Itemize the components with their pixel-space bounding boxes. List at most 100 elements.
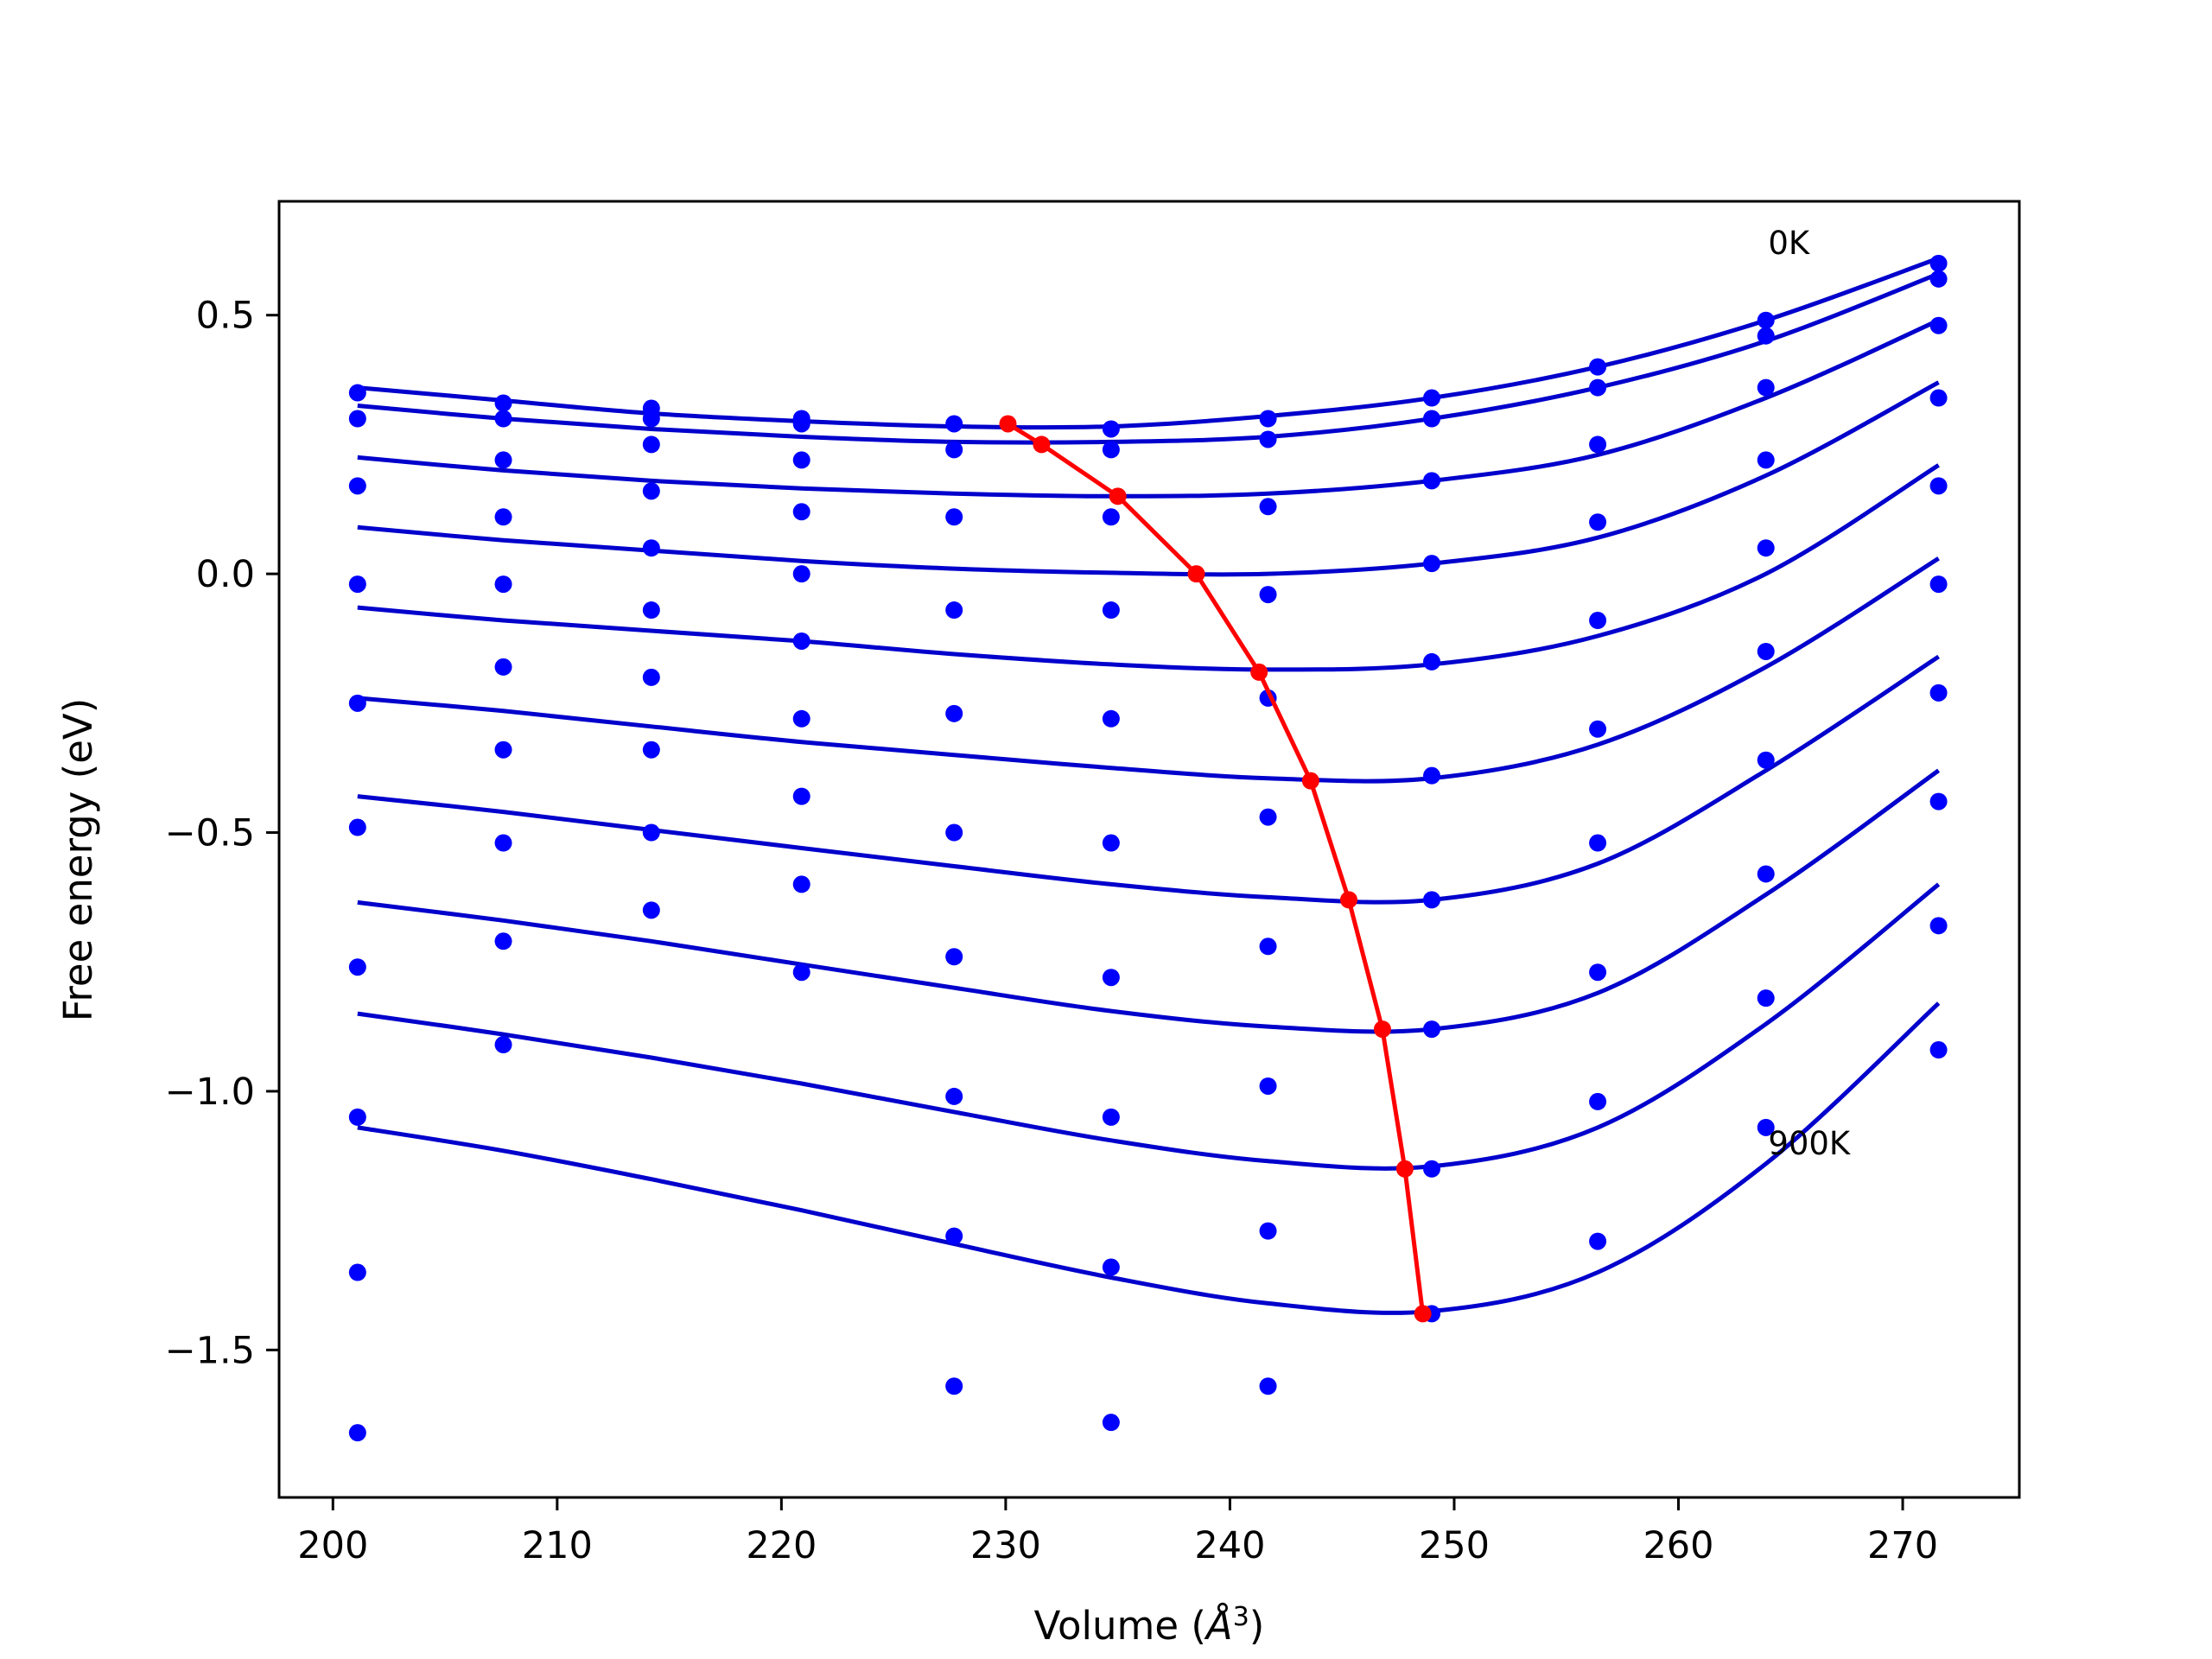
data-point-800K-6 [1259,1222,1277,1240]
data-point-100K-5 [1102,441,1120,459]
data-point-400K-10 [1929,477,1948,495]
data-point-900K-1 [494,1036,512,1054]
data-point-100K-10 [1929,270,1948,288]
data-point-900K-6 [1259,1377,1277,1395]
data-point-700K-8 [1589,963,1607,982]
data-point-900K-9 [1757,1118,1775,1136]
x-tick-label: 270 [1867,1524,1938,1567]
equilibrium-minima [999,415,1432,1323]
y-axis-label: Free energy (eV) [55,698,101,1021]
minima-point-2 [1109,487,1127,505]
data-point-600K-8 [1589,834,1607,852]
fit-curves [357,256,1941,1315]
y-tick-label: 0.5 [196,295,255,338]
minima-point-7 [1373,1020,1391,1039]
data-point-300K-0 [348,575,366,594]
data-point-900K-4 [945,1377,963,1395]
y-tick-label: −0.5 [165,812,255,855]
data-point-100K-9 [1757,327,1775,345]
data-point-900K-8 [1589,1232,1607,1250]
data-point-100K-6 [1259,430,1277,448]
data-point-600K-10 [1929,683,1948,702]
data-point-100K-4 [945,441,963,459]
y-tick-label: 0.0 [196,553,255,596]
minima-point-0 [999,415,1017,433]
data-point-800K-10 [1929,917,1948,935]
annotation-0k: 0K [1768,225,1811,262]
data-point-700K-7 [1423,1020,1441,1039]
data-point-200K-9 [1757,378,1775,397]
x-tick-label: 220 [746,1524,817,1567]
data-point-100K-3 [792,415,810,433]
data-point-500K-5 [1102,834,1120,852]
data-point-400K-7 [1423,652,1441,671]
data-point-500K-8 [1589,720,1607,738]
data-point-300K-2 [642,482,660,500]
data-point-800K-9 [1757,989,1775,1007]
data-point-800K-2 [642,823,660,842]
data-point-700K-1 [494,834,512,852]
data-point-700K-2 [642,741,660,759]
data-point-0K-1 [494,394,512,412]
data-point-0K-4 [945,415,963,433]
data-point-200K-5 [1102,508,1120,526]
data-point-600K-3 [792,709,810,728]
data-point-300K-6 [1259,586,1277,604]
data-point-200K-1 [494,451,512,469]
data-point-600K-0 [348,958,366,976]
data-point-200K-8 [1589,435,1607,454]
data-points [348,254,1948,1442]
fit-curve-800K [357,882,1941,1171]
data-point-0K-9 [1757,311,1775,329]
fit-curve-300K [357,380,1940,577]
data-point-200K-6 [1259,498,1277,516]
fit-curve-400K [357,463,1940,672]
data-point-200K-10 [1929,316,1948,334]
data-point-100K-1 [494,410,512,428]
data-point-200K-0 [348,477,366,495]
data-point-0K-8 [1589,358,1607,376]
data-point-500K-4 [945,823,963,842]
data-point-800K-1 [494,932,512,950]
data-point-200K-2 [642,435,660,454]
data-point-500K-9 [1757,642,1775,660]
minima-point-8 [1395,1160,1414,1178]
data-point-400K-5 [1102,709,1120,728]
data-point-800K-0 [348,1263,366,1281]
data-point-0K-0 [348,384,366,402]
data-point-400K-0 [348,694,366,712]
data-point-700K-6 [1259,1077,1277,1095]
minima-point-1 [1033,435,1051,454]
data-point-800K-5 [1102,1258,1120,1276]
data-point-400K-1 [494,575,512,594]
minima-point-4 [1250,663,1268,681]
data-point-0K-6 [1259,410,1277,428]
annotation-900k: 900K [1768,1125,1852,1162]
annotations: 0K 900K [1768,225,1852,1162]
data-point-400K-8 [1589,612,1607,630]
data-point-400K-9 [1757,539,1775,557]
minima-line [1007,422,1426,1314]
x-tick-label: 230 [970,1524,1041,1567]
data-point-500K-3 [792,632,810,650]
data-point-500K-7 [1423,766,1441,785]
data-point-400K-4 [945,704,963,722]
data-point-700K-3 [792,787,810,805]
x-axis-ticks: 200 210 220 230 240 250 260 270 [297,1497,1938,1567]
fit-curve-600K [357,654,1940,905]
data-point-100K-8 [1589,378,1607,397]
minima-point-9 [1414,1305,1432,1323]
data-point-700K-5 [1102,1108,1120,1126]
data-point-700K-0 [348,1108,366,1126]
data-point-400K-2 [642,539,660,557]
data-point-500K-10 [1929,575,1948,594]
data-point-100K-2 [642,410,660,428]
data-point-800K-8 [1589,1092,1607,1110]
y-axis-ticks: 0.5 0.0 −0.5 −1.0 −1.5 [165,295,279,1372]
data-point-600K-6 [1259,938,1277,956]
data-point-300K-10 [1929,389,1948,407]
x-axis-label: Volume (Å3) [1034,1602,1265,1649]
data-point-300K-3 [792,503,810,521]
